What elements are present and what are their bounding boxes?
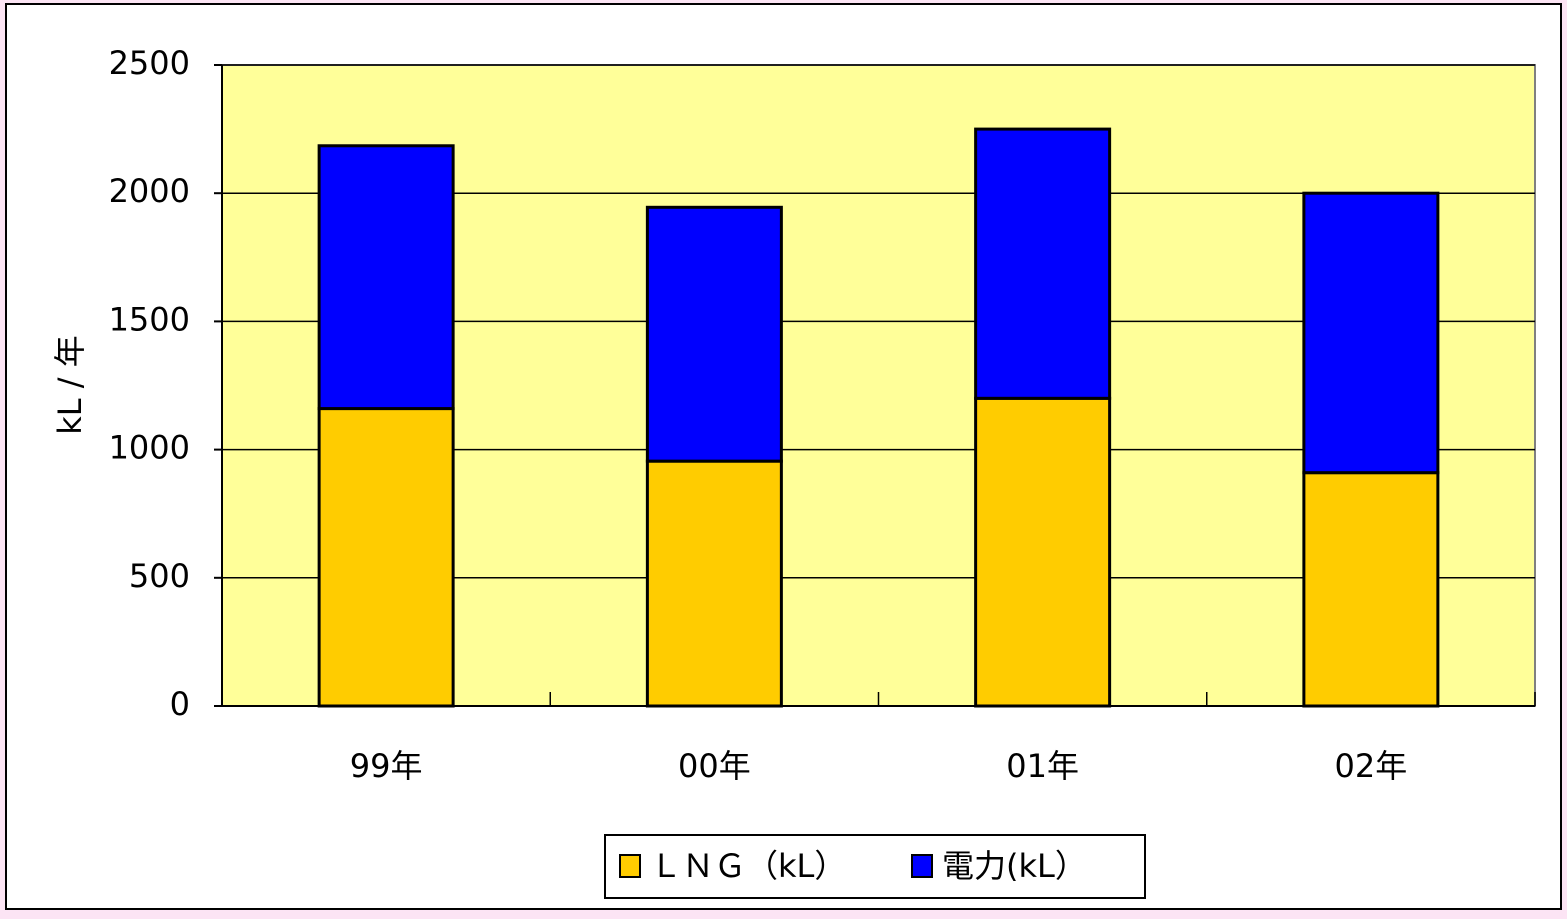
x-tick-label: 99年 — [350, 747, 423, 785]
bar-segment — [974, 127, 1112, 400]
legend-box — [604, 834, 1146, 899]
y-tick-label: 1500 — [109, 300, 190, 338]
x-tick-label: 01年 — [1006, 747, 1079, 785]
y-tick-label: 500 — [129, 557, 190, 595]
bar-segment — [645, 459, 783, 708]
bar-segment — [317, 407, 455, 708]
y-tick-label: 0 — [170, 685, 190, 723]
bar-segment — [1302, 471, 1440, 708]
y-tick-label: 2000 — [109, 172, 190, 210]
y-tick-label: 1000 — [109, 429, 190, 467]
legend-swatch — [911, 854, 933, 878]
legend-label: 電力(kL） — [942, 847, 1087, 885]
y-axis-label: kL / 年 — [51, 335, 89, 435]
legend-label: ＬＮＧ（kL） — [650, 847, 846, 885]
legend-swatch — [619, 854, 641, 878]
bar-segment — [1302, 191, 1440, 475]
bar-segment — [974, 396, 1112, 708]
x-tick-label: 00年 — [678, 747, 751, 785]
x-tick-label: 02年 — [1335, 747, 1408, 785]
y-tick-label: 2500 — [109, 44, 190, 82]
bar-segment — [317, 144, 455, 411]
bar-segment — [645, 205, 783, 463]
